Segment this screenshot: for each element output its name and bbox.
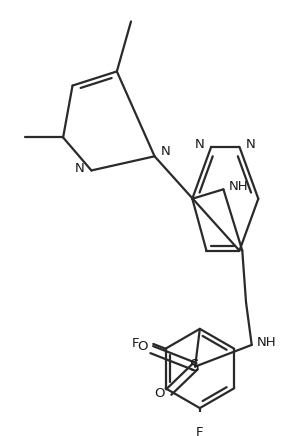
Text: F: F (196, 426, 204, 436)
Text: N: N (161, 145, 171, 158)
Text: NH: NH (257, 336, 277, 348)
Text: NH: NH (229, 180, 248, 193)
Text: F: F (132, 337, 139, 351)
Text: N: N (75, 162, 85, 175)
Text: N: N (246, 137, 256, 150)
Text: O: O (137, 340, 148, 353)
Text: N: N (195, 137, 205, 150)
Text: S: S (191, 359, 200, 374)
Text: O: O (154, 388, 165, 400)
